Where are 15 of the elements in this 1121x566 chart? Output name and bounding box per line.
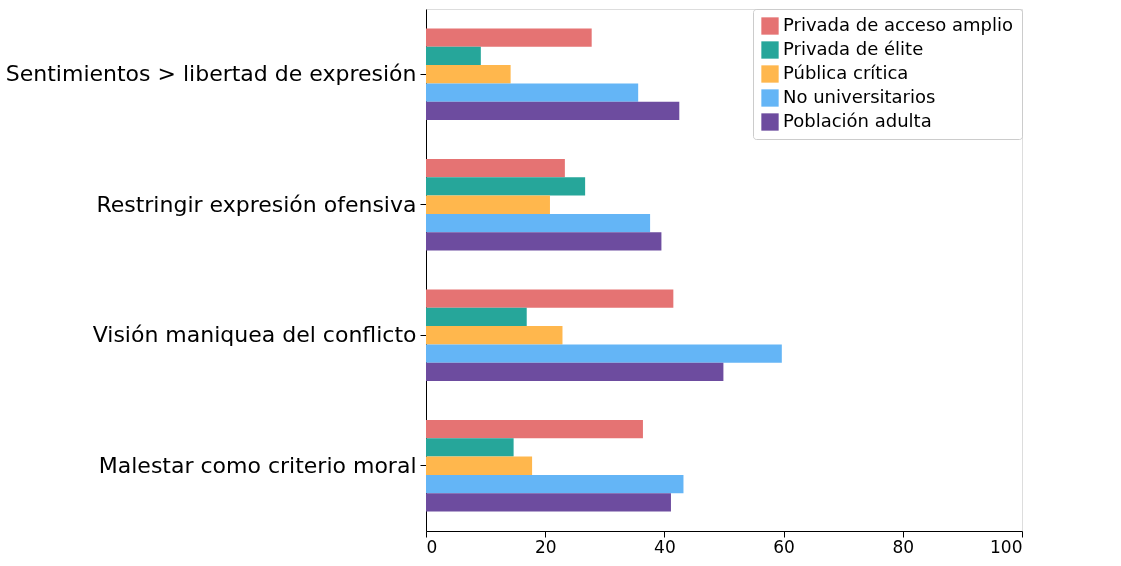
legend-label: No universitarios (783, 86, 936, 107)
x-tick-label: 20 (534, 536, 557, 557)
y-tick-label: Restringir expresión ofensiva (96, 191, 417, 217)
x-tick-label: 60 (773, 536, 795, 557)
legend-label: Población adulta (783, 110, 932, 131)
legend-label: Pública crítica (783, 62, 909, 83)
x-tick-label: 40 (654, 536, 676, 557)
y-tick-label: Malestar como criterio moral (98, 452, 417, 478)
x-tick-label: 100 (990, 536, 1023, 557)
legend-label: Privada de élite (783, 38, 924, 59)
y-tick-label: Sentimientos > libertad de expresión (5, 61, 417, 87)
legend-label: Privada de acceso amplio (783, 14, 1014, 35)
x-tick-label: 80 (892, 536, 915, 557)
x-tick-label: 0 (426, 536, 438, 557)
y-tick-label: Visión maniquea del conflicto (92, 322, 417, 348)
